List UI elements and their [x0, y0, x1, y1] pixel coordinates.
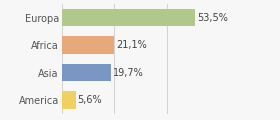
Bar — [62, 36, 114, 54]
Bar — [62, 9, 195, 27]
Bar — [62, 91, 76, 109]
Bar — [62, 64, 111, 81]
Text: 5,6%: 5,6% — [78, 95, 102, 105]
Text: 53,5%: 53,5% — [197, 13, 228, 23]
Text: 21,1%: 21,1% — [116, 40, 147, 50]
Text: 19,7%: 19,7% — [113, 68, 143, 78]
